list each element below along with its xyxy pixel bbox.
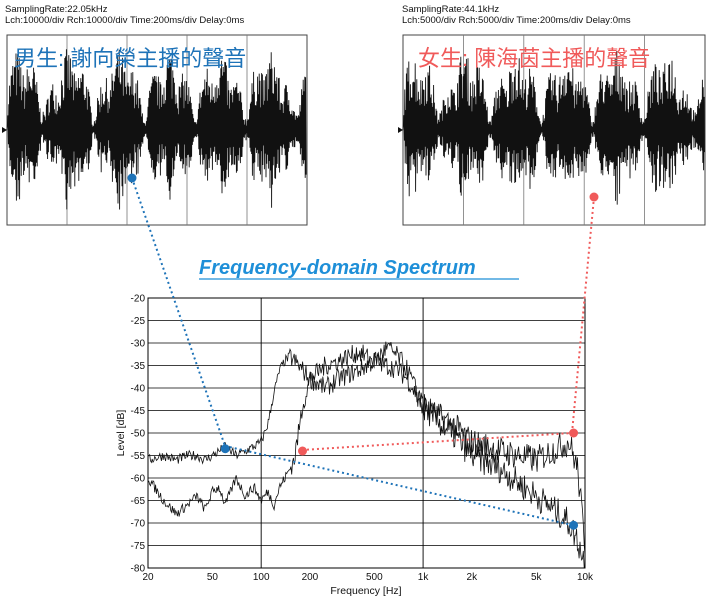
x-tick-label: 2k	[467, 572, 479, 583]
male-waveform-connector	[131, 177, 226, 447]
spectrum-marker	[569, 520, 579, 530]
y-tick-label: -80	[131, 564, 146, 575]
spectrum-marker	[569, 428, 579, 438]
y-tick-label: -75	[131, 541, 146, 552]
spectrum-marker	[220, 444, 230, 454]
y-tick-label: -45	[131, 406, 146, 417]
x-tick-label: 10k	[577, 572, 594, 583]
y-tick-labels: -20 -25 -30 -35 -40 -45 -50 -55 -60 -65 -70 -75 -80	[131, 294, 146, 575]
y-tick-label: -30	[131, 339, 146, 350]
male-header-line1: SamplingRate:22.05kHz	[5, 4, 108, 15]
female-waveform	[402, 51, 705, 205]
x-tick-label: 50	[207, 572, 219, 583]
spectrum-plot-border	[147, 297, 586, 569]
x-axis-label: Frequency [Hz]	[330, 585, 401, 597]
y-tick-label: -25	[131, 316, 146, 327]
x-tick-label: 100	[253, 572, 270, 583]
y-tick-label: -20	[131, 294, 146, 305]
y-tick-label: -70	[131, 519, 146, 530]
female-header-line1: SamplingRate:44.1kHz	[402, 4, 500, 15]
spectrum-series-line	[147, 341, 585, 569]
spectrum-series-line	[147, 348, 586, 556]
female-panel-title: 女生: 陳海茵主播的聲音	[418, 46, 650, 71]
x-tick-label: 200	[302, 572, 319, 583]
male-spectrum-connector	[224, 445, 573, 526]
male-panel-title: 男生: 謝向榮主播的聲音	[14, 46, 246, 71]
x-tick-label: 5k	[531, 572, 543, 583]
female-waveform-panel: 女生: 陳海茵主播的聲音	[398, 34, 706, 226]
connector-lines	[127, 173, 599, 526]
y-tick-label: -55	[131, 451, 146, 462]
x-tick-label: 20	[142, 572, 154, 583]
y-tick-label: -65	[131, 496, 146, 507]
y-tick-label: -35	[131, 361, 146, 372]
x-tick-label: 1k	[418, 572, 430, 583]
spectrum-marker	[298, 446, 308, 456]
y-tick-label: -40	[131, 384, 146, 395]
y-tick-label: -50	[131, 429, 146, 440]
female-spectrum-connector	[301, 432, 573, 451]
spectrum-markers	[220, 428, 579, 530]
x-tick-label: 500	[366, 572, 383, 583]
x-tick-labels: 20 50 100 200 500 1k 2k 5k 10k	[142, 572, 594, 583]
male-channel-marker	[2, 127, 7, 133]
male-waveform	[6, 49, 307, 210]
female-channel-marker	[398, 127, 403, 133]
spectrum-series-group	[147, 341, 586, 569]
spectrum-title: Frequency-domain Spectrum	[199, 257, 476, 279]
y-tick-label: -60	[131, 474, 146, 485]
male-waveform-panel: 男生: 謝向榮主播的聲音	[2, 34, 308, 226]
female-header-line2: Lch:5000/div Rch:5000/div Time:200ms/div…	[402, 15, 631, 26]
female-waveform-marker	[589, 192, 599, 202]
y-axis-label: Level [dB]	[115, 410, 127, 457]
male-waveform-marker	[127, 173, 137, 183]
male-header-line2: Lch:10000/div Rch:10000/div Time:200ms/d…	[5, 15, 245, 26]
